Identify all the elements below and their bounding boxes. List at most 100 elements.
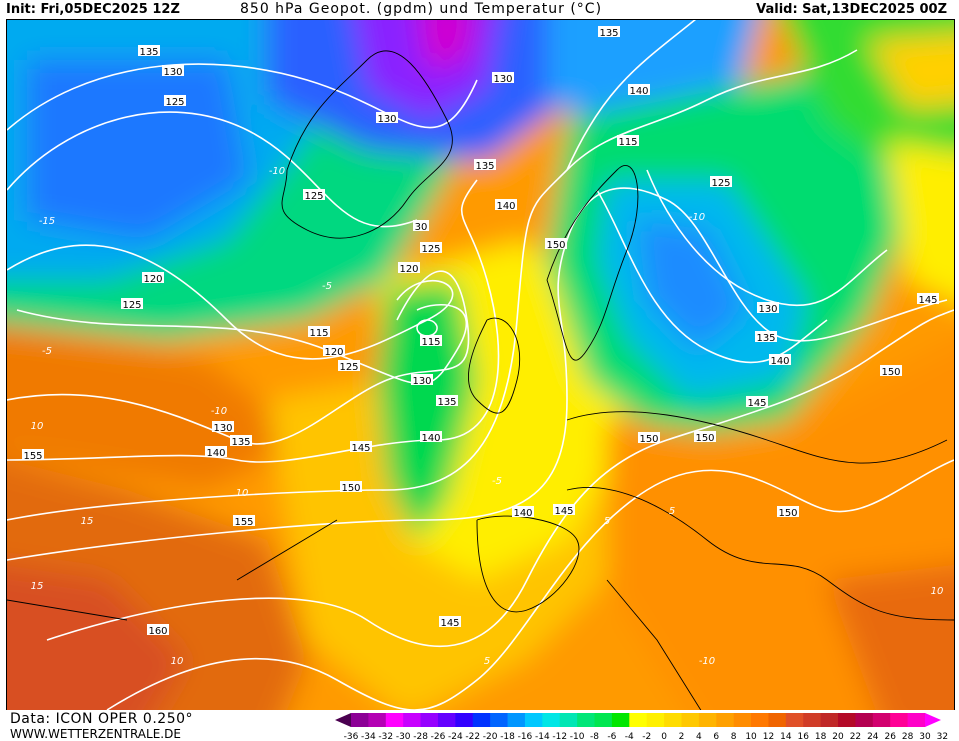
legend-tick-label: -16 [518, 732, 533, 740]
contour-label-bg [617, 135, 639, 146]
geopotential-label: 150 [695, 433, 714, 444]
legend-swatch [751, 713, 769, 727]
legend-tick-label: -4 [625, 732, 634, 740]
legend-tick-label: 10 [745, 732, 757, 740]
legend-tick-label: -20 [483, 732, 498, 740]
isotherm-label: 5 [669, 506, 675, 517]
legend-swatch [507, 713, 526, 727]
geopotential-label: 140 [206, 448, 225, 459]
contour-label-bg [413, 220, 429, 231]
isotherm-label: -5 [322, 281, 332, 292]
geopotential-label: 125 [339, 362, 358, 373]
legend-tick-label: 12 [763, 732, 774, 740]
legend-tick-label: 0 [661, 732, 667, 740]
geopotential-label: 130 [758, 304, 777, 315]
contour-label-bg [212, 421, 234, 432]
legend-swatch [385, 713, 404, 727]
legend-arrow-left [335, 713, 351, 727]
geopotential-contours [7, 20, 954, 711]
legend-tick-label: -36 [344, 732, 359, 740]
geopotential-label: 135 [437, 397, 456, 408]
contour-label-bg [769, 354, 791, 365]
legend-tick-label: 30 [919, 732, 931, 740]
legend-swatch [611, 713, 630, 727]
isotherm-label: 15 [81, 516, 94, 527]
contour-label-bg [694, 431, 716, 442]
legend-swatch [907, 713, 926, 727]
contour-label-bg [138, 45, 160, 56]
geopotential-label: 135 [756, 333, 775, 344]
isotherm-label: -15 [39, 216, 55, 227]
legend-tick-label: -28 [413, 732, 428, 740]
legend-tick-label: -18 [500, 732, 515, 740]
legend-tick-label: -24 [448, 732, 463, 740]
geopotential-label: 125 [421, 244, 440, 255]
footer: Data: ICON OPER 0.250° WWW.WETTERZENTRAL… [0, 710, 959, 741]
legend-swatch [733, 713, 752, 727]
contour-label-bg [162, 65, 184, 76]
contour-label-bg [492, 72, 514, 83]
legend-swatch [646, 713, 665, 727]
geopotential-label: 130 [377, 114, 396, 125]
legend-tick-label: -22 [465, 732, 480, 740]
map-title: 850 hPa Geopot. (gpdm) und Temperatur (°… [240, 1, 603, 17]
legend-swatch [559, 713, 578, 727]
legend-tick-label: 14 [780, 732, 792, 740]
legend-tick-label: 8 [731, 732, 737, 740]
contour-label-bg [420, 242, 442, 253]
contour-label-bg [628, 84, 650, 95]
legend-swatch [629, 713, 648, 727]
contour-label-bg [638, 432, 660, 443]
legend-swatch [820, 713, 839, 727]
contour-label-bg [545, 238, 567, 249]
contour-labels: 135 130 125 130 130 135 140 115 135 125 140 125 30 12… [22, 26, 943, 667]
legend-tick-label: 18 [815, 732, 827, 740]
geopotential-label: 145 [918, 295, 937, 306]
contour-label-bg [142, 272, 164, 283]
legend-tick-label: 22 [850, 732, 861, 740]
legend-tick-label: 28 [902, 732, 914, 740]
geopotential-label: 115 [618, 137, 637, 148]
legend-tick-label: -12 [552, 732, 567, 740]
geopotential-label: 140 [770, 356, 789, 367]
contour-label-bg [436, 395, 458, 406]
legend-swatch [351, 713, 369, 727]
header: Init: Fri,05DEC2025 12Z 850 hPa Geopot. … [0, 0, 959, 19]
geopotential-label: 135 [475, 161, 494, 172]
legend-swatch [594, 713, 613, 727]
contour-label-bg [340, 481, 362, 492]
contour-label-bg [553, 504, 575, 515]
geopotential-label: 145 [747, 398, 766, 409]
geopotential-label: 145 [554, 506, 573, 517]
contour-label-bg [917, 293, 939, 304]
legend-tick-label: -6 [607, 732, 616, 740]
contour-label-bg [376, 112, 398, 123]
geopotential-label: 115 [309, 328, 328, 339]
geopotential-label: 150 [341, 483, 360, 494]
contour-label-bg [147, 624, 169, 635]
contour-label-bg [411, 374, 433, 385]
website-link[interactable]: WWW.WETTERZENTRALE.DE [10, 727, 181, 741]
geopotential-label: 135 [139, 47, 158, 58]
isotherm-label: 10 [931, 586, 944, 597]
contour-label-bg [420, 431, 442, 442]
geopotential-label: 140 [421, 433, 440, 444]
contour-label-bg [338, 360, 360, 371]
geopotential-label: 155 [23, 451, 42, 462]
geopotential-label: 30 [415, 222, 428, 233]
contour-label-bg [303, 189, 325, 200]
geopotential-label: 135 [231, 437, 250, 448]
legend-swatch [490, 713, 509, 727]
contour-label-bg [755, 331, 777, 342]
geopotential-label: 140 [513, 508, 532, 519]
legend-tick-label: 2 [679, 732, 685, 740]
legend-swatch [403, 713, 422, 727]
legend-swatch [577, 713, 596, 727]
contour-label-bg [230, 435, 252, 446]
isotherm-label: 5 [484, 656, 490, 667]
isotherm-label: -5 [42, 346, 52, 357]
legend-swatch [437, 713, 456, 727]
contour-label-bg [121, 298, 143, 309]
legend-swatch [838, 713, 856, 727]
legend-swatch [803, 713, 822, 727]
